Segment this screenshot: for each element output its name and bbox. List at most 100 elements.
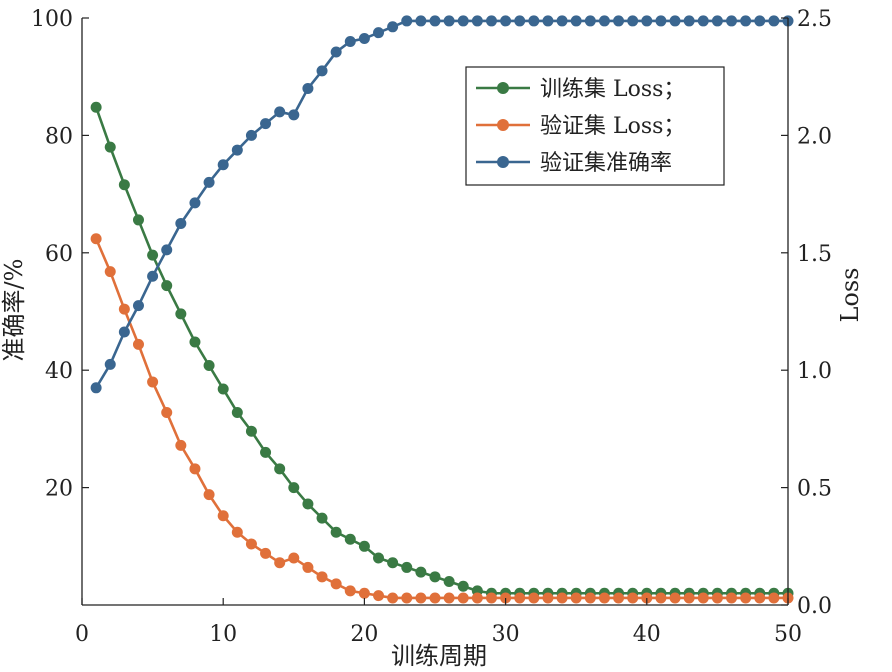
y-left-tick-label: 40 [45, 359, 73, 384]
data-point [373, 590, 385, 602]
data-point [161, 244, 173, 256]
data-point [457, 15, 469, 27]
data-point [217, 383, 229, 395]
data-point [90, 233, 102, 245]
data-point [485, 15, 497, 27]
x-axis-label: 训练周期 [391, 642, 487, 670]
legend-label: 验证集 Loss； [540, 114, 685, 139]
data-point [344, 35, 356, 47]
data-point [401, 561, 413, 573]
y-left-tick-label: 20 [45, 477, 73, 502]
y-right-tick-label: 2.0 [797, 124, 832, 149]
y-right-tick-label: 0.5 [797, 477, 832, 502]
data-point [641, 15, 653, 27]
data-point [316, 512, 328, 524]
data-point [401, 15, 413, 27]
data-point [711, 15, 723, 27]
data-point [302, 82, 314, 94]
data-point [627, 592, 639, 604]
data-point [740, 592, 752, 604]
data-point [118, 326, 130, 338]
data-point [415, 566, 427, 578]
data-point [415, 15, 427, 27]
data-point [260, 118, 272, 130]
data-point [358, 587, 370, 599]
data-point [401, 592, 413, 604]
data-point [768, 15, 780, 27]
data-point [373, 552, 385, 564]
data-point [302, 561, 314, 573]
x-tick-label: 10 [209, 622, 237, 647]
data-point [288, 109, 300, 121]
data-point [740, 15, 752, 27]
y-left-tick-label: 60 [45, 242, 73, 267]
data-point [203, 176, 215, 188]
data-point [542, 592, 554, 604]
x-tick-label: 50 [774, 622, 802, 647]
data-point [260, 547, 272, 559]
data-point [655, 15, 667, 27]
data-point [330, 46, 342, 58]
data-point [500, 592, 512, 604]
data-point [175, 439, 187, 451]
data-point [231, 526, 243, 538]
data-point [358, 540, 370, 552]
data-point [429, 592, 441, 604]
data-point [203, 360, 215, 372]
data-point [598, 592, 610, 604]
data-point [288, 482, 300, 494]
legend: 训练集 Loss； 验证集 Loss； 验证集准确率 [465, 66, 725, 186]
data-point [613, 592, 625, 604]
data-point [726, 592, 738, 604]
axes-layer: 0 10 20 30 40 50 20 40 60 80 100 0.0 0.5 1.0 1.5 2.0 2.5 [31, 7, 832, 647]
data-point [655, 592, 667, 604]
series-3 [90, 15, 794, 394]
data-point [189, 463, 201, 475]
data-point [697, 592, 709, 604]
data-point [175, 217, 187, 229]
data-point [175, 308, 187, 320]
data-point [217, 159, 229, 171]
data-point [768, 592, 780, 604]
data-point [203, 489, 215, 501]
data-point [373, 27, 385, 39]
y-axis-right-label: Loss [836, 267, 864, 322]
data-point [302, 498, 314, 510]
data-point [387, 21, 399, 33]
data-point [697, 15, 709, 27]
x-tick-label: 40 [633, 622, 661, 647]
data-point [726, 15, 738, 27]
data-point [330, 578, 342, 590]
data-point [387, 557, 399, 569]
legend-marker [497, 82, 509, 94]
data-point [683, 15, 695, 27]
data-point [132, 338, 144, 350]
data-point [443, 592, 455, 604]
data-point [245, 538, 257, 550]
data-point [330, 526, 342, 538]
data-point [711, 592, 723, 604]
data-point [598, 15, 610, 27]
series-2 [90, 233, 794, 604]
legend-label: 验证集准确率 [540, 151, 672, 176]
x-tick-label: 0 [75, 622, 89, 647]
data-point [147, 270, 159, 282]
data-point [147, 249, 159, 261]
y-right-tick-label: 1.5 [797, 242, 832, 267]
data-point [528, 15, 540, 27]
data-point [104, 358, 116, 370]
legend-item: 验证集准确率 [476, 151, 672, 176]
data-point [669, 15, 681, 27]
data-point [316, 571, 328, 583]
data-point [161, 406, 173, 418]
data-point [556, 15, 568, 27]
y-right-tick-label: 0.0 [797, 594, 832, 619]
data-point [584, 15, 596, 27]
data-point [90, 382, 102, 394]
data-point [443, 15, 455, 27]
data-point [231, 144, 243, 156]
data-point [669, 592, 681, 604]
data-point [570, 15, 582, 27]
data-point [344, 533, 356, 545]
